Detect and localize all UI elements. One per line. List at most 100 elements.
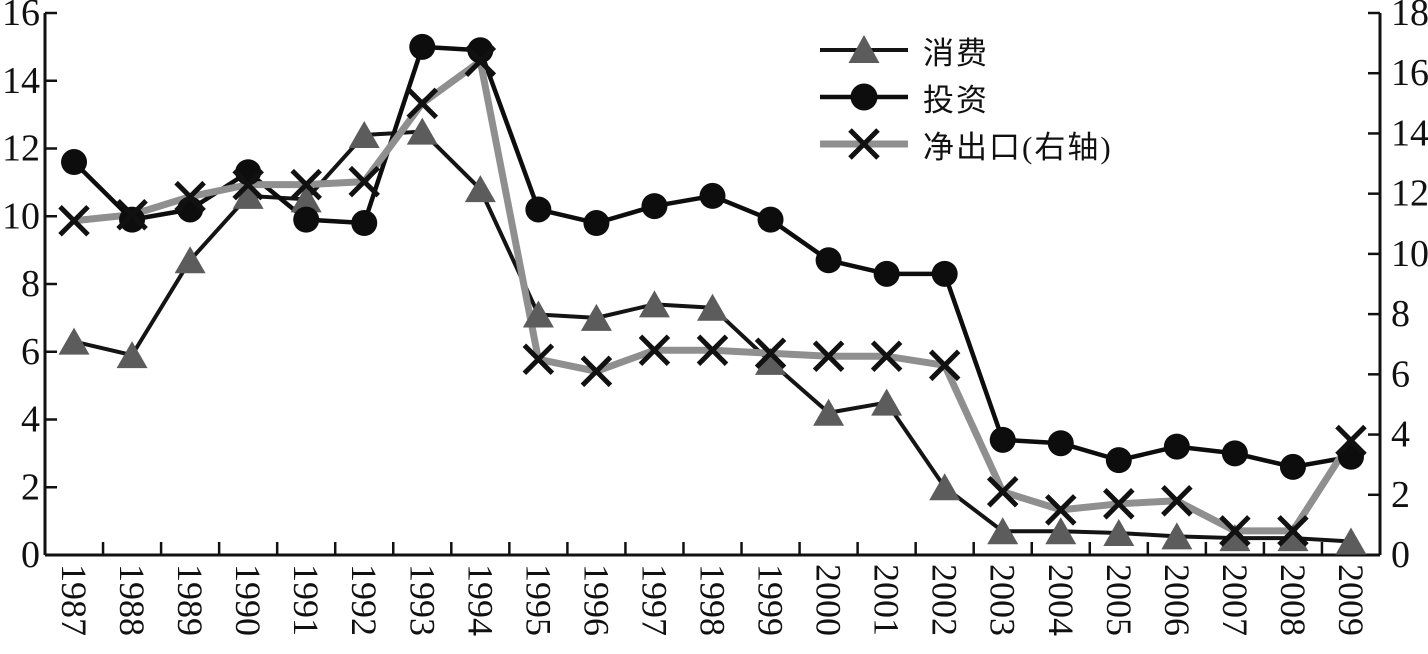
x-marker xyxy=(580,355,613,388)
triangle-marker xyxy=(522,300,554,328)
circle-marker-icon xyxy=(820,83,908,111)
right-axis-tick-label: 0 xyxy=(1391,534,1410,576)
legend-label-net-exports: 净出口(右轴) xyxy=(923,129,1113,165)
x-axis-year-label: 1987 xyxy=(54,564,94,636)
triangle-marker xyxy=(174,246,206,274)
x-axis-year-label: 2006 xyxy=(1157,564,1197,636)
x-marker xyxy=(1277,515,1309,547)
circle-marker xyxy=(1163,433,1190,460)
x-marker xyxy=(986,475,1019,508)
x-marker xyxy=(1335,424,1367,457)
circle-marker xyxy=(1047,430,1074,457)
x-marker xyxy=(928,349,961,382)
left-axis-tick-label: 12 xyxy=(2,128,40,170)
x-marker xyxy=(696,334,729,367)
right-axis-tick-label: 10 xyxy=(1391,233,1428,275)
x-axis-year-label: 2005 xyxy=(1099,564,1139,636)
triangle-marker xyxy=(1161,522,1193,550)
right-axis-tick-label: 2 xyxy=(1391,474,1410,516)
triangle-marker xyxy=(290,185,322,213)
right-axis-tick-label: 4 xyxy=(1391,414,1410,456)
x-axis-year-label: 2001 xyxy=(867,564,907,636)
left-axis-tick-label: 6 xyxy=(21,331,40,373)
circle-marker xyxy=(351,210,378,237)
x-axis-year-label: 2008 xyxy=(1273,564,1313,636)
x-axis-year-label: 2003 xyxy=(983,564,1023,636)
legend-item-consumption: 消费 xyxy=(818,30,1113,71)
triangle-marker xyxy=(464,175,496,203)
x-marker xyxy=(290,168,322,201)
x-marker xyxy=(348,165,381,198)
x-marker xyxy=(870,340,903,373)
x-axis-year-label: 1993 xyxy=(402,564,442,636)
left-axis-tick-label: 8 xyxy=(21,263,40,305)
circle-marker xyxy=(1105,447,1132,474)
triangle-marker xyxy=(1335,527,1367,555)
triangle-marker xyxy=(697,293,728,321)
circle-marker xyxy=(931,260,958,287)
x-axis-year-label: 1998 xyxy=(693,564,733,636)
x-axis-year-label: 2000 xyxy=(809,564,849,636)
x-axis-year-label: 1997 xyxy=(634,564,674,636)
triangle-marker xyxy=(1219,524,1251,552)
x-axis-year-label: 2002 xyxy=(925,564,965,636)
x-marker xyxy=(1044,494,1077,526)
circle-marker xyxy=(293,206,320,233)
circle-marker xyxy=(119,206,146,233)
triangle-marker xyxy=(871,388,903,416)
x-marker xyxy=(116,198,148,231)
x-marker xyxy=(638,334,671,367)
triangle-marker xyxy=(116,341,148,369)
triangle-marker xyxy=(58,327,90,355)
x-marker-icon xyxy=(820,128,908,160)
circle-marker xyxy=(989,426,1016,453)
legend-label-investment: 投资 xyxy=(923,82,989,118)
right-axis-tick-label: 18 xyxy=(1391,0,1428,34)
right-axis-tick-label: 6 xyxy=(1391,353,1410,395)
right-axis-tick-label: 12 xyxy=(1391,173,1428,215)
x-axis-year-label: 1995 xyxy=(518,564,558,636)
x-axis-year-label: 1996 xyxy=(576,564,616,636)
circle-marker xyxy=(757,206,784,233)
circle-marker xyxy=(699,182,726,209)
right-axis-tick-label: 14 xyxy=(1391,112,1428,154)
triangle-marker xyxy=(406,117,438,145)
x-marker xyxy=(232,168,264,201)
x-axis-year-label: 1992 xyxy=(344,564,384,636)
left-axis-tick-label: 0 xyxy=(21,534,40,576)
circle-marker xyxy=(641,193,668,220)
circle-marker xyxy=(1221,440,1248,467)
x-marker xyxy=(1219,515,1251,547)
circle-marker xyxy=(1279,453,1306,480)
left-axis-tick-label: 4 xyxy=(21,399,40,441)
triangle-marker xyxy=(755,347,787,375)
legend-item-investment: 投资 xyxy=(818,77,1113,118)
x-marker xyxy=(58,204,90,237)
x-axis-year-label: 1994 xyxy=(460,564,500,636)
circle-marker xyxy=(815,247,842,274)
x-axis-year-label: 1991 xyxy=(286,564,326,636)
triangle-marker xyxy=(1103,518,1135,546)
x-axis-year-label: 2004 xyxy=(1041,564,1081,636)
triangle-marker xyxy=(638,290,670,318)
chart-legend: 消费 投资 净出口(右轴) xyxy=(818,30,1113,165)
triangle-marker xyxy=(929,473,961,501)
x-marker xyxy=(812,340,845,373)
x-axis-year-label: 2009 xyxy=(1331,564,1371,636)
legend-item-net-exports: 净出口(右轴) xyxy=(818,124,1113,165)
right-axis-tick-label: 16 xyxy=(1391,52,1428,94)
triangle-marker xyxy=(1277,524,1309,552)
x-marker xyxy=(1161,485,1193,517)
circle-marker xyxy=(409,33,436,60)
left-axis-tick-label: 16 xyxy=(2,0,40,34)
triangle-marker-icon xyxy=(820,35,908,63)
circle-marker xyxy=(583,210,610,237)
triangle-marker xyxy=(348,120,380,148)
series-line-circle xyxy=(72,44,1352,470)
x-marker xyxy=(754,337,787,370)
left-axis-tick-label: 10 xyxy=(2,195,40,237)
triangle-marker xyxy=(813,398,845,426)
left-axis-tick-label: 2 xyxy=(21,466,40,508)
